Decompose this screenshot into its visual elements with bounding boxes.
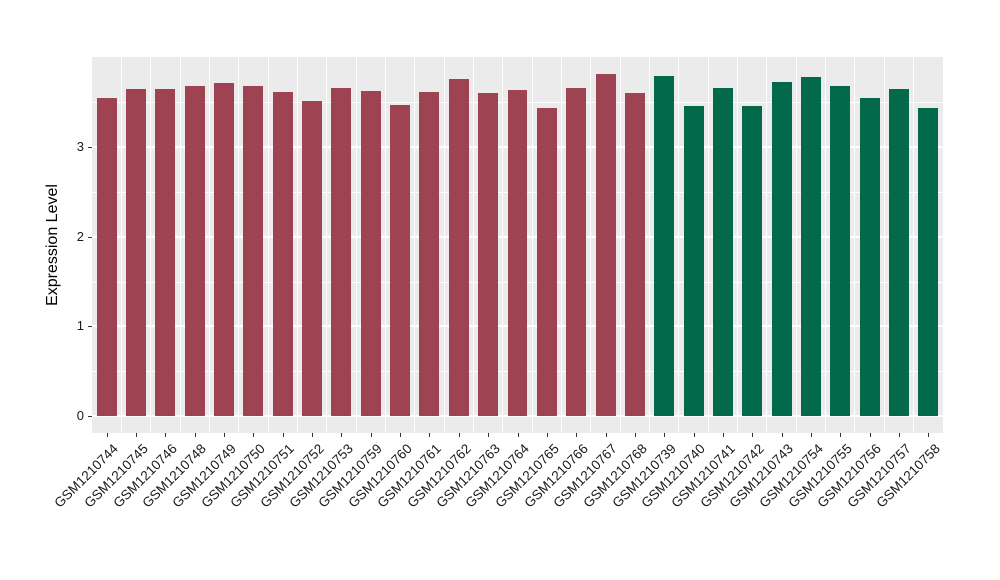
gridline-x [531,57,533,433]
x-tick-mark [312,433,314,437]
x-tick-mark [165,433,167,437]
gridline-x [179,57,181,433]
x-tick-mark [194,433,196,437]
y-tick-label: 2 [76,228,84,244]
gridline-major-y [92,415,943,417]
bar-GSM1210745 [126,88,146,416]
gridline-x [120,57,122,433]
x-tick-mark [664,433,666,437]
bar-GSM1210760 [390,105,411,416]
bar-GSM1210750 [243,86,264,416]
bar-GSM1210768 [624,93,645,416]
gridline-x [443,57,445,433]
gridline-x [707,57,709,433]
x-tick-mark [546,433,548,437]
x-tick-mark [488,433,490,437]
gridline-x [913,57,915,433]
bar-GSM1210753 [331,88,352,416]
x-tick-mark [928,433,930,437]
bar-GSM1210743 [771,81,792,416]
bar-GSM1210763 [478,92,499,416]
x-tick-mark [605,433,607,437]
bar-GSM1210749 [214,82,235,416]
x-tick-mark [106,433,108,437]
gridline-x [326,57,328,433]
x-tick-mark [693,433,695,437]
bar-GSM1210742 [742,105,763,416]
y-tick-mark [88,236,92,238]
bar-GSM1210739 [654,76,675,416]
y-tick-label: 0 [76,408,84,423]
gridline-x [766,57,768,433]
y-tick-mark [88,416,92,417]
x-tick-mark [576,433,578,437]
x-tick-mark [840,433,842,437]
x-tick-mark [898,433,900,437]
y-tick-mark [88,147,92,149]
bar-GSM1210758 [918,107,939,416]
bar-GSM1210767 [595,73,616,416]
gridline-x [795,57,797,433]
gridline-x [472,57,474,433]
gridline-x [883,57,885,433]
gridline-x [208,57,210,433]
x-tick-mark [136,433,138,437]
bar-GSM1210751 [272,91,293,416]
x-tick-mark [341,433,343,437]
gridline-x [384,57,386,433]
bar-GSM1210761 [419,91,440,416]
y-tick-label: 1 [76,318,84,334]
bar-GSM1210752 [302,100,323,416]
y-tick-mark [88,326,92,328]
x-tick-mark [370,433,372,437]
bar-GSM1210759 [360,90,381,416]
gridline-x [678,57,680,433]
x-tick-mark [458,433,460,437]
x-tick-mark [722,433,724,437]
gridline-x [590,57,592,433]
gridline-x [737,57,739,433]
x-tick-mark [224,433,226,437]
bar-GSM1210762 [448,79,469,416]
gridline-x [502,57,504,433]
gridline-x [854,57,856,433]
gridline-x [825,57,827,433]
x-tick-mark [517,433,519,437]
y-axis-title-text: Expression Level [44,184,61,306]
gridline-x [296,57,298,433]
bar-GSM1210756 [859,97,880,416]
x-tick-mark [634,433,636,437]
y-tick-label: 3 [76,139,84,155]
bar-GSM1210765 [536,107,557,416]
gridline-x [649,57,651,433]
bar-GSM1210746 [155,88,176,416]
x-tick-mark [781,433,783,437]
gridline-x [355,57,357,433]
bar-GSM1210748 [184,86,205,416]
x-tick-mark [869,433,871,437]
bar-GSM1210744 [96,97,117,416]
x-tick-mark [282,433,284,437]
bar-GSM1210766 [566,88,587,416]
x-tick-mark [253,433,255,437]
bar-GSM1210757 [889,88,909,416]
gridline-x [414,57,416,433]
gridline-x [619,57,621,433]
gridline-x [150,57,152,433]
x-tick-mark [429,433,431,437]
gridline-x [267,57,269,433]
bar-GSM1210740 [683,105,704,416]
bar-GSM1210741 [712,88,733,416]
plot-panel [92,57,943,433]
x-tick-mark [810,433,812,437]
x-tick-mark [400,433,402,437]
x-tick-mark [752,433,754,437]
gridline-x [561,57,563,433]
bar-GSM1210754 [800,77,821,416]
bar-GSM1210764 [507,89,528,416]
gridline-x [238,57,240,433]
bar-GSM1210755 [830,86,851,416]
